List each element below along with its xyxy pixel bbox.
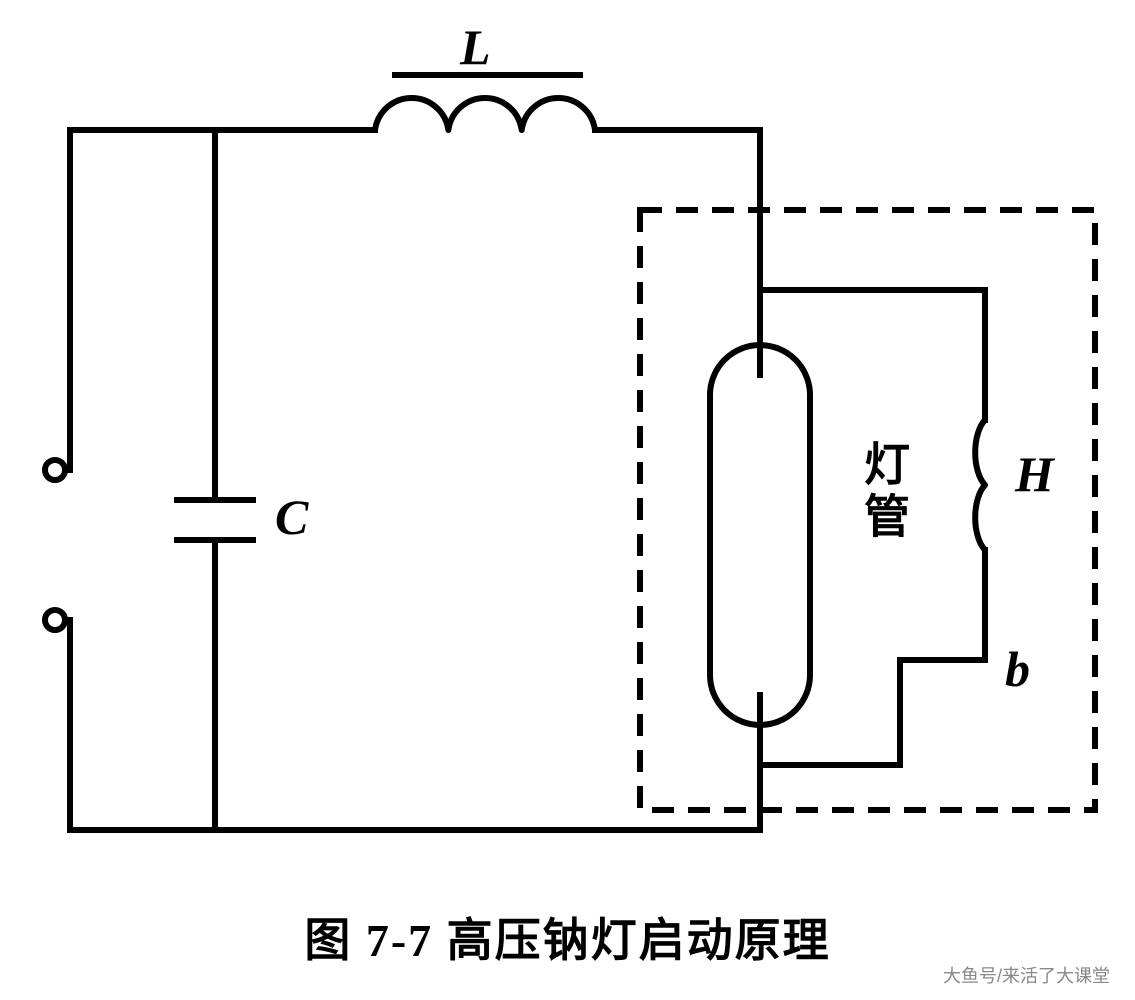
watermark: 大鱼号/来活了大课堂 [943, 962, 1110, 988]
label-b: b [1005, 640, 1030, 698]
label-L: L [460, 18, 491, 76]
label-lamp: 灯管 [850, 440, 916, 544]
circuit-diagram: L C H b 灯管 图 7-7 高压钠灯启动原理 大鱼号/来活了大课堂 [0, 0, 1135, 1000]
label-H: H [1015, 445, 1054, 503]
label-C: C [275, 488, 308, 546]
circuit-svg [0, 0, 1135, 900]
figure-caption: 图 7-7 高压钠灯启动原理 [0, 904, 1135, 970]
